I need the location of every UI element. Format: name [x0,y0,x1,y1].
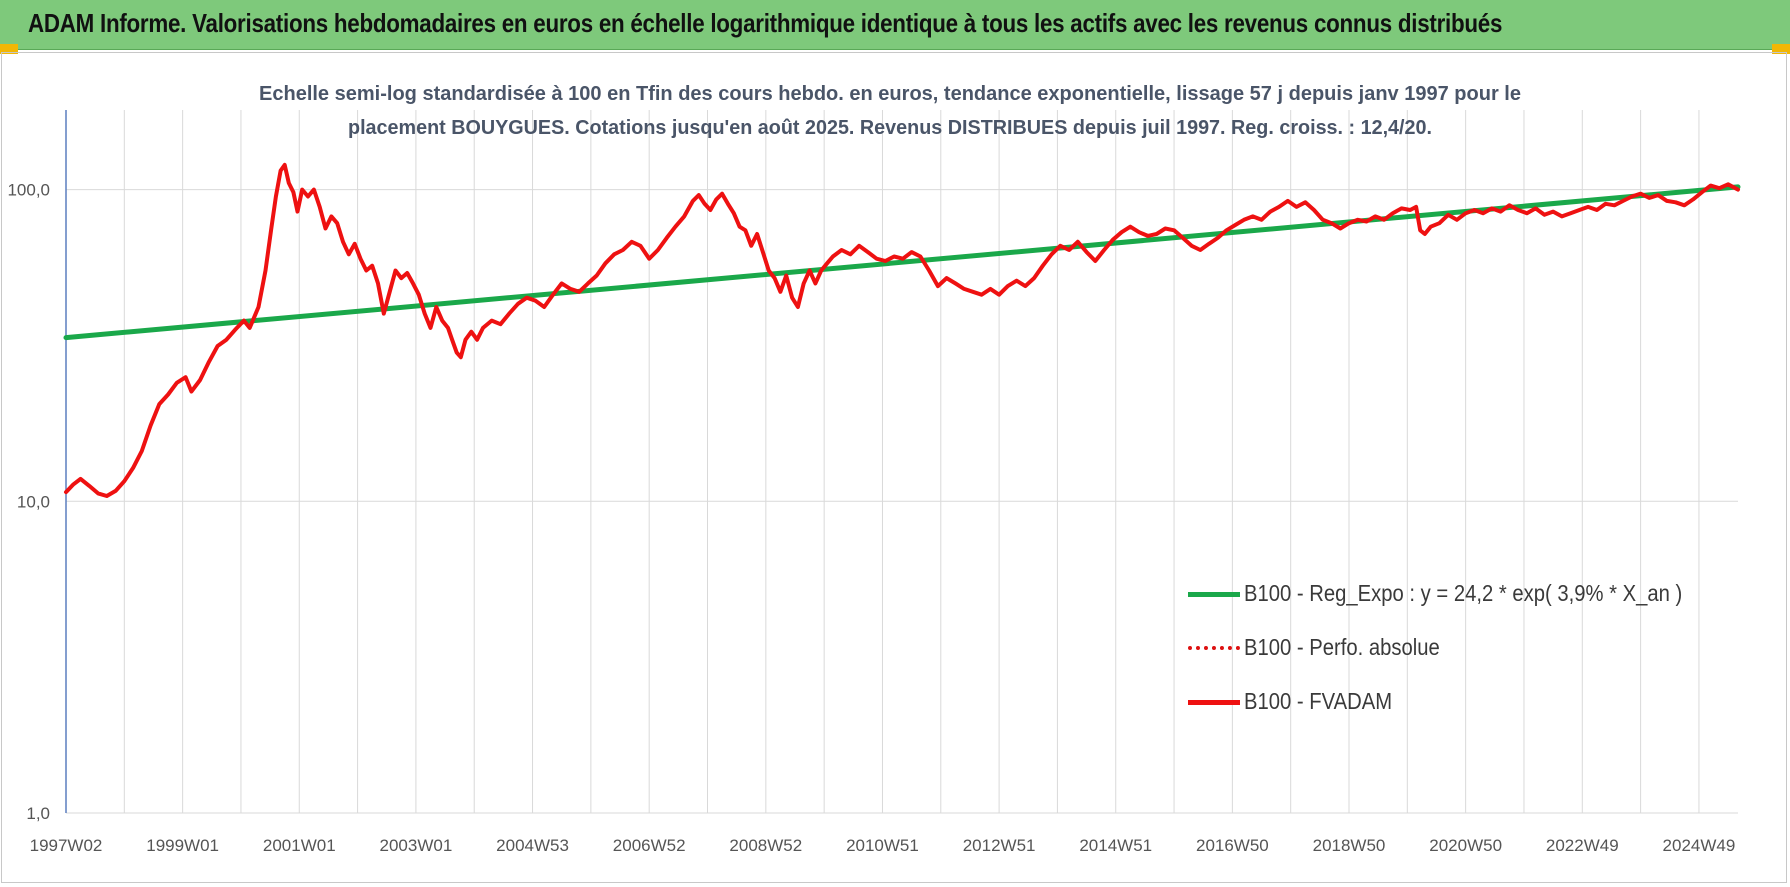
y-tick-label: 10,0 [17,492,50,511]
report-title: ADAM Informe. Valorisations hebdomadaire… [28,8,1503,38]
axes: 1,0 10,0 100,0 1997W02 1999W01 2001W01 2003W01… [7,110,1735,855]
x-tick-label: 1997W02 [30,836,103,855]
legend-swatch-regression [1188,592,1240,597]
x-tick-label: 1999W01 [146,836,219,855]
grid [66,110,1738,814]
x-tick-label: 2016W50 [1196,836,1269,855]
chart-title-line-1: Echelle semi-log standardisée à 100 en T… [259,83,1521,105]
legend-label-fvadam: B100 - FVADAM [1244,688,1393,714]
corner-mark-left [0,44,18,54]
corner-mark-right [1772,44,1790,54]
x-tick-label: 2006W52 [613,836,686,855]
y-tick-label: 1,0 [26,804,50,823]
y-tick-label: 100,0 [7,181,50,200]
x-tick-label: 2022W49 [1546,836,1619,855]
x-tick-label: 2004W53 [496,836,569,855]
chart-frame [1,52,1787,883]
x-tick-label: 2018W50 [1313,836,1386,855]
series-regression-line [63,184,1741,341]
series-fvadam-line [64,162,1740,498]
x-tick-label: 2003W01 [380,836,453,855]
legend-label-perfo: B100 - Perfo. absolue [1244,634,1440,660]
x-tick-label: 2024W49 [1663,836,1736,855]
legend-label-regression: B100 - Reg_Expo : y = 24,2 * exp( 3,9% *… [1244,580,1683,606]
x-tick-label: 2020W50 [1429,836,1502,855]
x-tick-label: 2012W51 [963,836,1036,855]
chart-title-line-2: placement BOUYGUES. Cotations jusqu'en a… [348,117,1432,139]
x-tick-label: 2014W51 [1079,836,1152,855]
x-tick-label: 2001W01 [263,836,336,855]
legend-swatch-perfo [1188,646,1240,650]
x-tick-label: 2008W52 [729,836,802,855]
series [63,162,1741,498]
report-banner: ADAM Informe. Valorisations hebdomadaire… [0,0,1790,50]
x-tick-label: 2010W51 [846,836,919,855]
legend-swatch-fvadam [1188,700,1240,705]
